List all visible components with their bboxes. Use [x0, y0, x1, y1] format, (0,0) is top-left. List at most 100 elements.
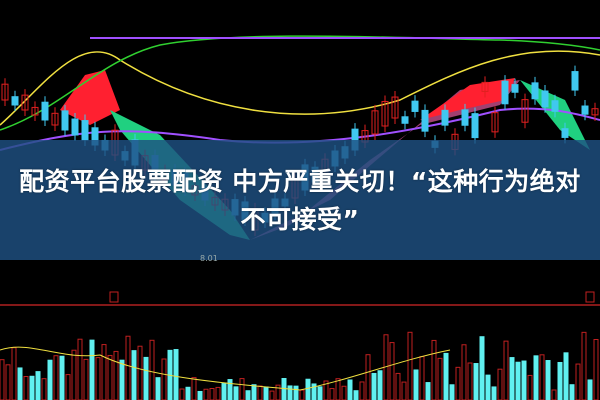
volume-bar	[281, 377, 287, 400]
volume-bar	[263, 386, 269, 400]
volume-bar	[155, 377, 161, 400]
volume-bar	[491, 386, 497, 400]
volume-bar	[587, 379, 593, 400]
volume-bar	[533, 355, 539, 400]
volume-bar	[275, 384, 281, 400]
volume-bar	[575, 363, 581, 400]
volume-bar	[0, 359, 5, 400]
candle	[401, 116, 409, 124]
volume-bar	[485, 374, 491, 400]
volume-bar	[227, 379, 233, 400]
volume-bar	[89, 339, 95, 400]
volume-bar	[431, 339, 437, 400]
volume-bar	[239, 378, 245, 400]
candle	[421, 109, 429, 132]
volume-bar	[425, 382, 431, 400]
low-price-label: 8.01	[200, 254, 218, 263]
volume-bar	[467, 362, 473, 400]
volume-bar	[11, 347, 17, 400]
candle	[441, 109, 449, 126]
headline-banner	[0, 140, 600, 260]
volume-bar	[581, 331, 587, 400]
candle	[481, 81, 489, 92]
candle	[461, 109, 469, 126]
volume-bar	[341, 385, 347, 400]
volume-bar	[149, 339, 155, 400]
volume-bar	[299, 389, 305, 400]
candle	[551, 100, 559, 112]
volume-bar	[419, 356, 425, 400]
candle	[81, 120, 89, 141]
volume-bar	[413, 369, 419, 400]
candle	[11, 96, 19, 106]
candle	[1, 83, 9, 101]
candle	[531, 82, 539, 100]
volume-bar	[161, 358, 167, 400]
volume-bar	[215, 386, 221, 400]
volume-bar	[125, 335, 131, 400]
candle	[561, 128, 569, 138]
candle	[411, 100, 419, 112]
volume-bar	[59, 355, 65, 400]
volume-bar	[437, 357, 443, 400]
volume-bar	[95, 357, 101, 400]
volume-bar	[455, 366, 461, 400]
ma-green-line	[0, 35, 600, 131]
volume-bar	[401, 381, 407, 400]
volume-bar	[101, 344, 107, 400]
volume-bar	[203, 388, 209, 400]
volume-bar	[233, 386, 239, 400]
volume-bar	[389, 342, 395, 400]
candle	[511, 84, 519, 93]
volume-bar	[257, 385, 263, 400]
panel-marker	[109, 291, 119, 303]
volume-bar	[5, 364, 11, 400]
volume-bar	[185, 386, 191, 400]
volume-bar	[269, 390, 275, 400]
candle	[541, 90, 549, 108]
candle	[471, 113, 479, 139]
volume-bar	[35, 371, 41, 400]
candle	[61, 110, 69, 131]
candle	[71, 118, 79, 136]
panel-marker	[585, 291, 595, 303]
volume-bar	[509, 357, 515, 400]
volume-bar	[41, 378, 47, 400]
candle	[31, 106, 39, 116]
volume-bar	[143, 356, 149, 400]
volume-bar	[305, 378, 311, 400]
volume-bar	[107, 354, 113, 400]
volume-bar	[497, 368, 503, 400]
candle	[581, 105, 589, 115]
candle	[501, 80, 509, 105]
candle	[591, 108, 599, 116]
volume-bar	[23, 376, 29, 400]
volume-bar	[209, 388, 215, 400]
volume-bar	[317, 386, 323, 400]
volume-bar	[593, 339, 599, 400]
volume-bar	[359, 381, 365, 400]
candle	[491, 112, 499, 133]
cloud-up-right	[420, 78, 515, 120]
volume-bar	[527, 374, 533, 400]
volume-bar	[551, 389, 557, 400]
volume-bar	[119, 359, 125, 400]
volume-bar	[377, 370, 383, 400]
candle	[381, 100, 389, 127]
volume-bar	[443, 352, 449, 400]
volume-bar	[557, 361, 563, 400]
volume-bar	[347, 379, 353, 400]
volume-bar	[65, 374, 71, 400]
volume-bar	[563, 352, 569, 400]
volume-bar	[221, 382, 227, 400]
headline: 配资平台股票配资 中方严重关切！“这种行为绝对 不可接受”	[0, 163, 600, 239]
volume-bar	[293, 385, 299, 400]
candle	[51, 112, 59, 126]
volume-bar	[545, 360, 551, 400]
volume-bar	[245, 390, 251, 400]
volume-bar	[17, 367, 23, 400]
volume-bar	[311, 383, 317, 400]
volume-bar	[461, 344, 467, 400]
volume-bar	[29, 375, 35, 400]
